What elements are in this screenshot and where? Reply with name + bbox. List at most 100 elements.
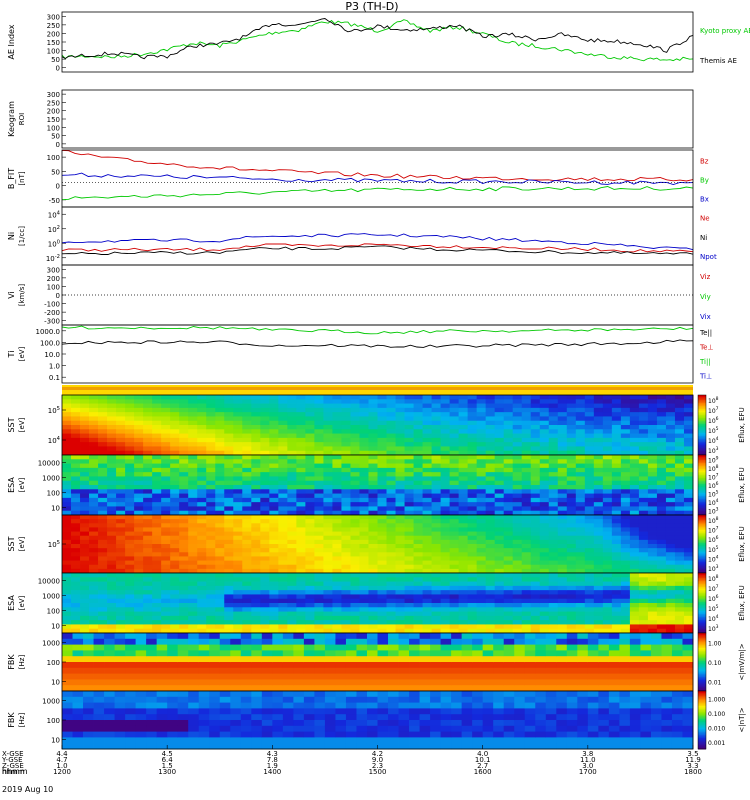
- fbk-e-panel-cell: [388, 656, 399, 663]
- spec-esa-e-panel-cell: [485, 455, 496, 460]
- spec-esa-e-panel-cell: [629, 493, 640, 499]
- spec-esa-i-panel-cell: [323, 603, 333, 608]
- spec-esa-e-panel-cell: [368, 480, 378, 486]
- fbk-e-panel-cell: [388, 650, 399, 657]
- spec-esa-e-panel-cell: [143, 476, 153, 482]
- fbk-e-panel-cell: [524, 685, 536, 692]
- spec-esa-e-panel-colorbar-cell: [698, 464, 706, 466]
- spec-sst-i-panel-cell: [179, 523, 189, 528]
- spec-esa-e-panel-cell: [422, 476, 432, 482]
- spec-esa-e-panel-cell: [89, 480, 99, 486]
- spec-esa-i-panel-cell: [287, 577, 297, 582]
- spec-esa-e-panel-cell: [323, 502, 333, 507]
- spec-sst-i-panel-cell: [359, 560, 369, 566]
- fbk-e-panel-cell: [177, 679, 189, 686]
- spec-esa-i-panel-cell: [197, 577, 207, 582]
- spec-esa-i-panel-cell: [521, 620, 532, 625]
- spec-sst-e-panel-cell: [98, 395, 108, 400]
- spec-esa-e-panel-cell: [476, 472, 487, 477]
- spec-esa-i-panel-cell: [656, 585, 667, 591]
- spec-sst-e-panel-cell: [134, 403, 144, 409]
- spec-esa-i-panel-cell: [665, 590, 676, 595]
- spec-esa-e-panel-cell: [476, 476, 487, 482]
- fbk-e-panel-cell: [335, 662, 347, 669]
- fbk-b-panel-cell: [93, 725, 105, 732]
- spec-esa-i-panel-cell: [62, 585, 72, 591]
- spec-sst-i-panel-colorbar-cell: [698, 565, 706, 568]
- spec-sst-i-panel-cell: [224, 515, 234, 520]
- fbk-e-panel-cell: [419, 638, 431, 645]
- spec-sst-e-panel-cell: [413, 395, 423, 400]
- spec-esa-e-panel-cell: [494, 472, 505, 477]
- spec-sst-e-panel-cell: [467, 407, 478, 413]
- fbk-e-panel-cell: [272, 644, 284, 651]
- spec-esa-e-panel-cell: [170, 510, 180, 516]
- spec-esa-e-panel-ylabel2: [eV]: [18, 477, 26, 492]
- spec-esa-i-panel-cell: [197, 598, 207, 604]
- spec-sst-i-panel-cell: [377, 535, 387, 541]
- spec-esa-e-panel-cell: [179, 472, 189, 477]
- spec-sst-i-panel-cell: [359, 535, 369, 541]
- spec-esa-i-panel-cell: [395, 624, 405, 630]
- spec-sst-e-panel-cell: [134, 437, 144, 443]
- spec-sst-i-panel-cell: [197, 564, 207, 570]
- spec-esa-e-panel-colorbar-cell: [698, 477, 706, 480]
- fbk-e-panel-cell: [587, 685, 599, 692]
- spec-esa-e-panel-cell: [296, 493, 306, 499]
- spec-sst-e-panel-cell: [278, 420, 288, 426]
- spec-sst-e-panel-cell: [224, 437, 234, 443]
- spec-sst-i-panel-cell: [98, 519, 108, 524]
- spec-esa-e-panel-cell: [575, 476, 586, 482]
- spec-sst-e-panel-cell: [404, 446, 414, 452]
- spec-esa-i-panel-cell: [170, 573, 180, 578]
- fbk-e-panel-cell: [430, 650, 441, 657]
- spec-esa-e-panel-cell: [80, 485, 90, 490]
- spec-esa-e-panel-cell: [521, 506, 532, 512]
- spec-esa-i-panel-cell: [368, 594, 378, 600]
- spec-esa-e-panel-cell: [287, 493, 297, 499]
- spec-esa-e-panel-cell: [611, 455, 622, 460]
- ae-panel-ylabel: AE Index: [7, 24, 16, 59]
- spec-esa-e-panel-cell: [143, 485, 153, 490]
- spec-esa-i-panel-cell: [161, 581, 171, 587]
- spec-esa-e-panel-cell: [566, 459, 577, 464]
- fbk-e-panel-cell: [587, 656, 599, 663]
- spec-sst-e-panel-cell: [386, 416, 396, 422]
- spec-sst-e-panel-cell: [224, 446, 234, 452]
- spec-esa-e-panel-cell: [170, 467, 180, 473]
- spec-sst-i-panel-cell: [386, 515, 396, 520]
- fbk-e-panel-cell: [493, 650, 505, 657]
- spec-esa-i-panel-cell: [548, 594, 559, 600]
- spec-esa-i-panel-cell: [440, 624, 451, 630]
- spec-sst-i-panel-cell: [188, 523, 198, 528]
- spec-sst-e-panel-cell: [332, 416, 342, 422]
- spec-esa-e-panel-cell: [188, 485, 198, 490]
- spec-sst-i-panel-cell: [386, 564, 396, 570]
- spec-esa-i-panel-cell: [107, 624, 117, 630]
- spec-sst-i-panel-cell: [287, 560, 297, 566]
- spec-esa-i-panel-cell: [611, 598, 622, 604]
- spec-esa-i-panel-cell: [413, 581, 423, 587]
- spec-esa-i-panel-cell: [647, 585, 658, 591]
- spec-sst-e-panel-cell: [323, 420, 333, 426]
- spec-sst-i-panel-cell: [368, 535, 378, 541]
- spec-sst-i-panel-cell: [413, 552, 423, 557]
- spec-esa-i-panel-cell: [287, 628, 297, 634]
- spec-esa-i-panel-cell: [125, 590, 135, 595]
- fbk-e-panel-cell: [451, 638, 463, 645]
- spec-sst-e-panel-cell: [539, 407, 550, 413]
- spec-sst-i-panel-cell: [629, 552, 640, 557]
- spec-sst-i-panel-cell: [251, 560, 261, 566]
- spec-sst-i-panel-cell: [647, 531, 658, 537]
- spec-sst-i-panel-cell: [656, 519, 667, 524]
- spec-sst-i-panel-cell: [674, 527, 685, 532]
- spec-sst-i-panel-cell: [197, 531, 207, 537]
- spec-esa-e-panel-cell: [494, 463, 505, 469]
- spec-esa-e-panel-cell: [683, 506, 694, 512]
- spec-sst-i-panel-cell: [296, 560, 306, 566]
- spec-sst-i-panel-cell: [674, 535, 685, 541]
- spec-esa-e-panel-cell: [395, 459, 405, 464]
- fbk-e-panel-colorbar-cell: [698, 646, 706, 648]
- spec-sst-i-panel-cell: [431, 560, 441, 566]
- spec-sst-i-panel-cell: [647, 560, 658, 566]
